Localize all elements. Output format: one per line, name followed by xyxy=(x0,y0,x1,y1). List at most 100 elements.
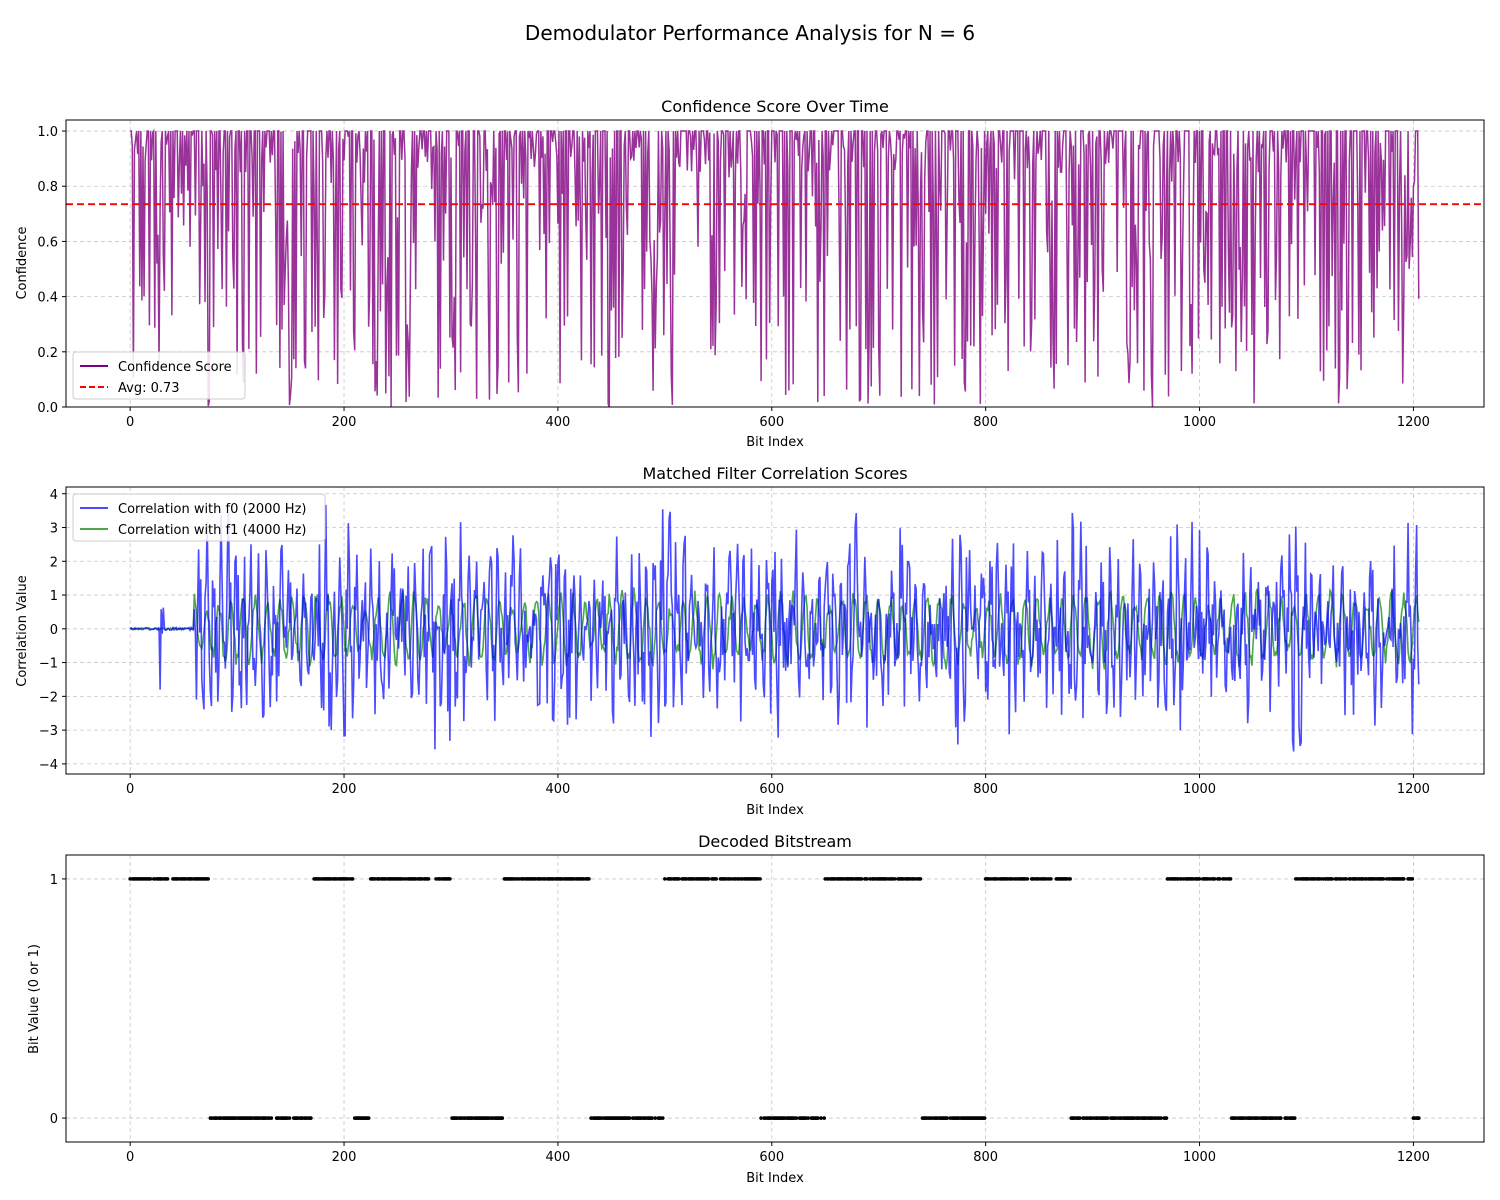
x-tick-label: 600 xyxy=(759,782,784,797)
bitstream-panel-title: Decoded Bitstream xyxy=(698,832,852,851)
x-tick-label: 0 xyxy=(126,1150,134,1165)
confidence-ticks: 0 200 400 600 800 1000 1200 0.0 0.2 0.4 0.6 0.8 1.0 xyxy=(37,125,1430,430)
bit-point xyxy=(1025,877,1030,881)
x-tick-label: 400 xyxy=(546,415,571,430)
legend-label-confidence: Confidence Score xyxy=(118,360,232,375)
y-tick-label: 0.0 xyxy=(37,401,58,416)
y-tick-label: 3 xyxy=(50,522,58,537)
correlation-ticks: 0 200 400 600 800 1000 1200 −4 −3 −2 −1 0 1 2 3 4 xyxy=(39,488,1430,797)
bit-point xyxy=(350,877,355,881)
y-tick-label: −4 xyxy=(39,758,58,773)
bit-point xyxy=(815,1116,820,1120)
bit-point xyxy=(1068,877,1072,881)
bit-point xyxy=(287,1116,292,1120)
y-tick-label: −2 xyxy=(39,690,58,705)
bit-point xyxy=(945,1116,949,1120)
bit-point xyxy=(822,1116,826,1120)
bit-point xyxy=(759,1116,763,1120)
bit-point xyxy=(165,877,170,881)
x-tick-label: 1000 xyxy=(1183,782,1216,797)
bit-point xyxy=(1330,877,1334,881)
bit-point xyxy=(366,1116,371,1120)
x-tick-label: 1200 xyxy=(1397,1150,1430,1165)
y-tick-label: 0.4 xyxy=(37,291,58,306)
bit-point xyxy=(148,877,153,881)
bit-point xyxy=(1159,1116,1163,1120)
y-tick-label: 1 xyxy=(50,873,58,888)
correlation-ylabel: Correlation Value xyxy=(15,575,30,687)
bit-point xyxy=(1381,877,1386,881)
bit-point xyxy=(1344,877,1348,881)
x-tick-label: 1000 xyxy=(1183,415,1216,430)
bit-point xyxy=(859,877,864,881)
bit-point xyxy=(1105,1116,1110,1120)
bitstream-data xyxy=(128,877,1421,1120)
bit-point xyxy=(1197,877,1202,881)
bit-point xyxy=(1164,1116,1169,1120)
bit-point xyxy=(714,877,718,881)
bit-point xyxy=(426,877,431,881)
correlation-panel-title: Matched Filter Correlation Scores xyxy=(642,464,907,483)
x-tick-label: 200 xyxy=(332,1150,357,1165)
bit-point xyxy=(706,877,711,881)
legend-label-f1: Correlation with f1 (4000 Hz) xyxy=(118,523,306,538)
confidence-ylabel: Confidence xyxy=(15,226,30,299)
bit-point xyxy=(758,877,762,881)
y-tick-label: 2 xyxy=(50,555,58,570)
bit-point xyxy=(1049,877,1053,881)
legend-label-average: Avg: 0.73 xyxy=(118,381,180,396)
confidence-data xyxy=(66,128,1484,408)
correlation-data xyxy=(129,504,1420,752)
x-tick-label: 1200 xyxy=(1397,782,1430,797)
bit-point xyxy=(794,1116,799,1120)
correlation-xlabel: Bit Index xyxy=(746,803,804,818)
figure-title: Demodulator Performance Analysis for N =… xyxy=(525,21,975,45)
bit-point xyxy=(1212,877,1217,881)
y-tick-label: 4 xyxy=(50,488,58,503)
bit-point xyxy=(1077,1116,1082,1120)
bit-point xyxy=(448,877,452,881)
bitstream-panel: Decoded Bitstream 0 200 400 600 800 1000 12000… xyxy=(27,832,1485,1186)
bit-point xyxy=(269,1116,274,1120)
confidence-panel-title: Confidence Score Over Time xyxy=(661,97,889,116)
bit-point xyxy=(918,877,923,881)
x-tick-label: 1200 xyxy=(1397,415,1430,430)
bit-point xyxy=(660,1116,665,1120)
x-tick-label: 1000 xyxy=(1183,1150,1216,1165)
bit-point xyxy=(819,1116,823,1120)
x-tick-label: 0 xyxy=(126,782,134,797)
bit-point xyxy=(206,877,211,881)
y-tick-label: 0 xyxy=(50,623,58,638)
y-tick-label: 0.8 xyxy=(37,180,58,195)
x-tick-label: 200 xyxy=(332,782,357,797)
y-tick-label: 0 xyxy=(50,1112,58,1127)
x-tick-label: 600 xyxy=(759,1150,784,1165)
bit-point xyxy=(500,1116,505,1120)
x-tick-label: 200 xyxy=(332,415,357,430)
bit-point xyxy=(892,877,897,881)
correlation-legend: Correlation with f0 (2000 Hz) Correlatio… xyxy=(72,493,326,542)
x-tick-label: 400 xyxy=(546,782,571,797)
correlation-panel: Matched Filter Correlation Scores 0 200 40… xyxy=(15,464,1485,818)
y-tick-label: 1.0 xyxy=(37,125,58,140)
y-tick-label: 0.6 xyxy=(37,235,58,250)
bit-point xyxy=(1228,877,1233,881)
x-tick-label: 0 xyxy=(126,415,134,430)
bit-point xyxy=(1402,877,1406,881)
bit-point xyxy=(1416,1116,1421,1120)
legend-label-f0: Correlation with f0 (2000 Hz) xyxy=(118,502,306,517)
x-tick-label: 800 xyxy=(973,782,998,797)
bit-point xyxy=(1292,1116,1297,1120)
confidence-xlabel: Bit Index xyxy=(746,435,804,450)
bitstream-ticks: 0 200 400 600 800 1000 1200 0 1 xyxy=(50,873,1430,1165)
confidence-plot-frame xyxy=(65,119,1485,408)
bit-point xyxy=(676,877,681,881)
confidence-score-line xyxy=(130,128,1420,408)
bit-point xyxy=(653,1116,658,1120)
y-tick-label: −1 xyxy=(39,657,58,672)
x-tick-label: 600 xyxy=(759,415,784,430)
bit-point xyxy=(627,1116,632,1120)
y-tick-label: 1 xyxy=(50,589,58,604)
bit-point xyxy=(1218,877,1222,881)
bit-point xyxy=(865,877,869,881)
